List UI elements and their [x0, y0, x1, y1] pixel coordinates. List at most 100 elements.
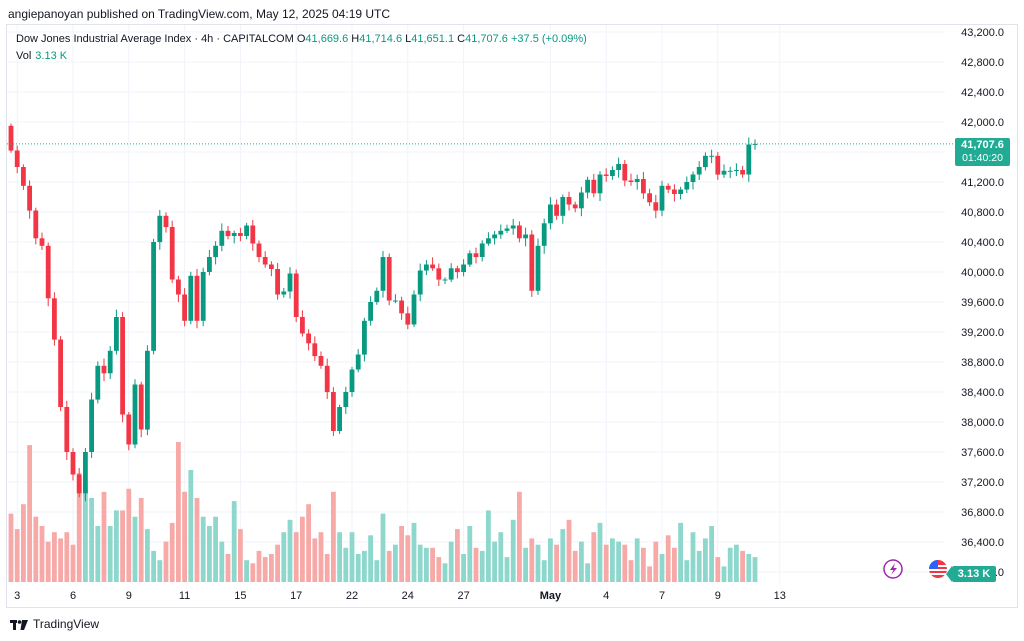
candle-body — [126, 414, 132, 445]
volume-bar — [231, 501, 237, 582]
volume-bar — [182, 491, 187, 582]
volume-bar — [343, 547, 349, 582]
volume-bar — [554, 544, 559, 582]
candle-body — [399, 300, 404, 314]
candle-body — [746, 144, 752, 175]
candle-body — [585, 179, 590, 193]
time-tick-label: 9 — [715, 590, 721, 602]
volume-badge: 3.13 K — [952, 566, 996, 582]
candle-body — [262, 257, 268, 265]
time-tick-label: 3 — [14, 590, 20, 602]
candle-body — [318, 356, 324, 366]
volume-bar — [541, 560, 547, 582]
price-tick-label: 40,000.0 — [961, 267, 1004, 279]
footer-brand: TradingView — [33, 617, 100, 631]
publisher-caption: angiepanoyan published on TradingView.co… — [8, 7, 391, 21]
time-tick-label: May — [540, 590, 562, 602]
candle-body — [467, 253, 473, 265]
candle-body — [560, 197, 566, 216]
volume-bar — [39, 526, 45, 582]
volume-bar — [424, 547, 429, 582]
candle-body — [510, 225, 516, 229]
candle-body — [597, 174, 603, 194]
volume-bar — [163, 541, 169, 582]
candle-body — [281, 291, 287, 295]
candle-body — [498, 230, 504, 235]
candle-body — [672, 189, 677, 194]
volume-bar — [641, 547, 646, 582]
volume-bar — [386, 550, 392, 582]
candle-body — [411, 294, 417, 325]
chart-frame[interactable] — [6, 24, 1018, 608]
volume-bar — [579, 541, 584, 582]
volume-bar — [293, 532, 299, 582]
volume-bar — [517, 491, 522, 582]
candle-body — [219, 230, 225, 246]
volume-bar — [126, 488, 132, 582]
candle-body — [616, 164, 621, 170]
time-tick-label: 9 — [126, 590, 132, 602]
volume-bar — [318, 532, 324, 582]
candle-body — [448, 268, 454, 280]
symbol-name: Dow Jones Industrial Average Index · 4h … — [16, 33, 294, 45]
volume-bar — [455, 529, 460, 582]
volume-bar — [101, 491, 107, 582]
volume-bar — [194, 498, 200, 582]
volume-bar — [225, 554, 231, 582]
candle-body — [188, 275, 194, 321]
volume-bar — [703, 538, 708, 582]
candle-body — [479, 243, 485, 257]
candle-body — [225, 230, 231, 237]
candle-body — [368, 302, 373, 321]
volume-bar — [696, 550, 702, 582]
time-tick-label: 13 — [774, 590, 786, 602]
candle-body — [752, 143, 758, 145]
volume-bar — [45, 541, 51, 582]
candle-body — [58, 339, 63, 407]
candle-body — [548, 204, 553, 224]
volume-bar — [417, 544, 423, 582]
volume-bar — [250, 563, 256, 582]
flash-icon[interactable] — [883, 559, 903, 579]
candle-body — [628, 180, 634, 182]
volume-bar — [188, 470, 194, 582]
candle-body — [39, 238, 45, 246]
volume-bar — [337, 532, 342, 582]
volume-bar — [114, 510, 119, 582]
volume-bar — [560, 529, 566, 582]
volume-bar — [27, 445, 32, 582]
us-flag-icon[interactable] — [929, 560, 947, 578]
candle-body — [157, 215, 163, 243]
volume-bar — [566, 519, 572, 582]
volume-bar — [207, 526, 212, 582]
volume-bar — [622, 544, 628, 582]
volume-bar — [746, 554, 752, 582]
candle-body — [424, 264, 429, 271]
candle-body — [83, 452, 88, 494]
candle-body — [659, 185, 665, 211]
candle-body — [455, 268, 460, 273]
candle-body — [138, 384, 144, 430]
time-tick-label: 15 — [234, 590, 246, 602]
candle-body — [324, 365, 330, 393]
candle-body — [442, 279, 448, 281]
volume-bar — [473, 547, 479, 582]
volume-bar — [399, 526, 404, 582]
volume-bar — [275, 544, 280, 582]
candle-body — [703, 155, 708, 168]
volume-bar — [734, 544, 739, 582]
candle-body — [572, 204, 578, 209]
low-value: 41,651.1 — [411, 33, 455, 45]
volume-bar — [238, 529, 243, 582]
low-label: L — [405, 33, 412, 45]
candle-body — [89, 399, 94, 452]
candle-body — [293, 273, 299, 317]
candle-body — [163, 215, 169, 228]
volume-bar — [647, 566, 652, 582]
candle-body — [641, 179, 646, 194]
volume-bar — [52, 532, 57, 582]
price-tick-label: 40,400.0 — [961, 237, 1004, 249]
volume-bar — [634, 538, 640, 582]
candle-body — [176, 279, 181, 295]
